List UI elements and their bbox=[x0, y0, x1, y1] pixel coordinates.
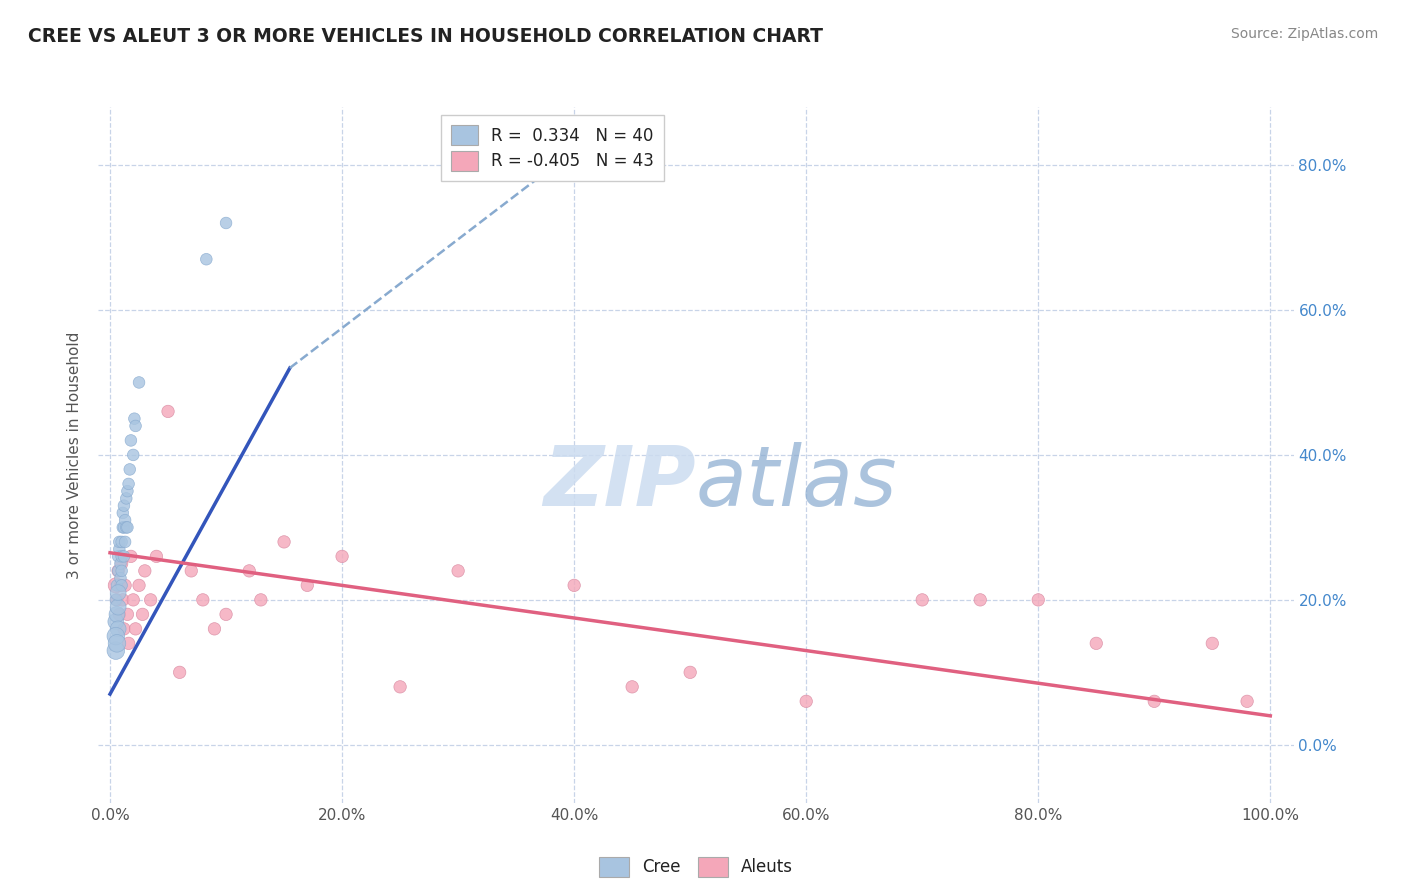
Point bbox=[562, 578, 585, 592]
Point bbox=[128, 376, 150, 390]
Point bbox=[104, 615, 127, 629]
Point bbox=[117, 484, 139, 499]
Point bbox=[110, 557, 132, 571]
Point bbox=[107, 585, 129, 599]
Point bbox=[111, 592, 134, 607]
Point bbox=[111, 534, 134, 549]
Text: CREE VS ALEUT 3 OR MORE VEHICLES IN HOUSEHOLD CORRELATION CHART: CREE VS ALEUT 3 OR MORE VEHICLES IN HOUS… bbox=[28, 27, 823, 45]
Point bbox=[273, 534, 295, 549]
Point bbox=[105, 636, 128, 650]
Point bbox=[105, 592, 128, 607]
Point bbox=[180, 564, 202, 578]
Point bbox=[128, 578, 150, 592]
Point bbox=[111, 578, 134, 592]
Point bbox=[115, 491, 138, 506]
Point bbox=[112, 549, 135, 564]
Point bbox=[110, 571, 132, 585]
Point bbox=[124, 419, 146, 434]
Point bbox=[104, 578, 127, 592]
Point bbox=[112, 520, 135, 534]
Point bbox=[110, 578, 132, 592]
Point bbox=[114, 513, 136, 527]
Point bbox=[297, 578, 319, 592]
Point bbox=[139, 592, 162, 607]
Point bbox=[215, 607, 238, 622]
Point bbox=[1143, 694, 1166, 708]
Point bbox=[117, 607, 139, 622]
Y-axis label: 3 or more Vehicles in Household: 3 or more Vehicles in Household bbox=[67, 331, 83, 579]
Point bbox=[108, 607, 131, 622]
Point bbox=[389, 680, 412, 694]
Point bbox=[117, 636, 139, 650]
Point bbox=[104, 592, 127, 607]
Point bbox=[1236, 694, 1258, 708]
Point bbox=[330, 549, 353, 564]
Point bbox=[107, 600, 129, 615]
Point bbox=[124, 622, 146, 636]
Point bbox=[105, 578, 128, 592]
Point bbox=[679, 665, 702, 680]
Point bbox=[120, 549, 142, 564]
Point bbox=[969, 592, 991, 607]
Point bbox=[122, 592, 145, 607]
Point bbox=[204, 622, 226, 636]
Point bbox=[195, 252, 218, 267]
Point bbox=[238, 564, 260, 578]
Point bbox=[104, 629, 127, 643]
Point bbox=[134, 564, 156, 578]
Point bbox=[124, 411, 146, 425]
Point bbox=[250, 592, 273, 607]
Point bbox=[157, 404, 180, 418]
Point bbox=[111, 520, 134, 534]
Point bbox=[1201, 636, 1223, 650]
Point bbox=[621, 680, 644, 694]
Point bbox=[191, 592, 214, 607]
Point bbox=[112, 622, 135, 636]
Point bbox=[215, 216, 238, 230]
Point bbox=[1026, 592, 1049, 607]
Point bbox=[107, 564, 129, 578]
Point bbox=[104, 643, 127, 657]
Legend: Cree, Aleuts: Cree, Aleuts bbox=[591, 849, 801, 885]
Point bbox=[108, 534, 131, 549]
Point bbox=[107, 564, 129, 578]
Text: atlas: atlas bbox=[696, 442, 897, 524]
Point bbox=[111, 506, 134, 520]
Point bbox=[120, 434, 142, 448]
Point bbox=[111, 549, 134, 564]
Point bbox=[447, 564, 470, 578]
Point bbox=[1085, 636, 1108, 650]
Point bbox=[145, 549, 167, 564]
Point bbox=[911, 592, 934, 607]
Point bbox=[118, 462, 141, 476]
Point bbox=[114, 534, 136, 549]
Point bbox=[794, 694, 817, 708]
Point bbox=[107, 622, 129, 636]
Point bbox=[122, 448, 145, 462]
Point bbox=[112, 499, 135, 513]
Point bbox=[111, 564, 134, 578]
Point bbox=[117, 520, 139, 534]
Text: Source: ZipAtlas.com: Source: ZipAtlas.com bbox=[1230, 27, 1378, 41]
Point bbox=[131, 607, 153, 622]
Point bbox=[115, 520, 138, 534]
Text: ZIP: ZIP bbox=[543, 442, 696, 524]
Point bbox=[169, 665, 191, 680]
Point bbox=[107, 549, 129, 564]
Point bbox=[114, 578, 136, 592]
Point bbox=[117, 476, 139, 491]
Point bbox=[105, 607, 128, 622]
Point bbox=[108, 542, 131, 557]
Point bbox=[111, 557, 134, 571]
